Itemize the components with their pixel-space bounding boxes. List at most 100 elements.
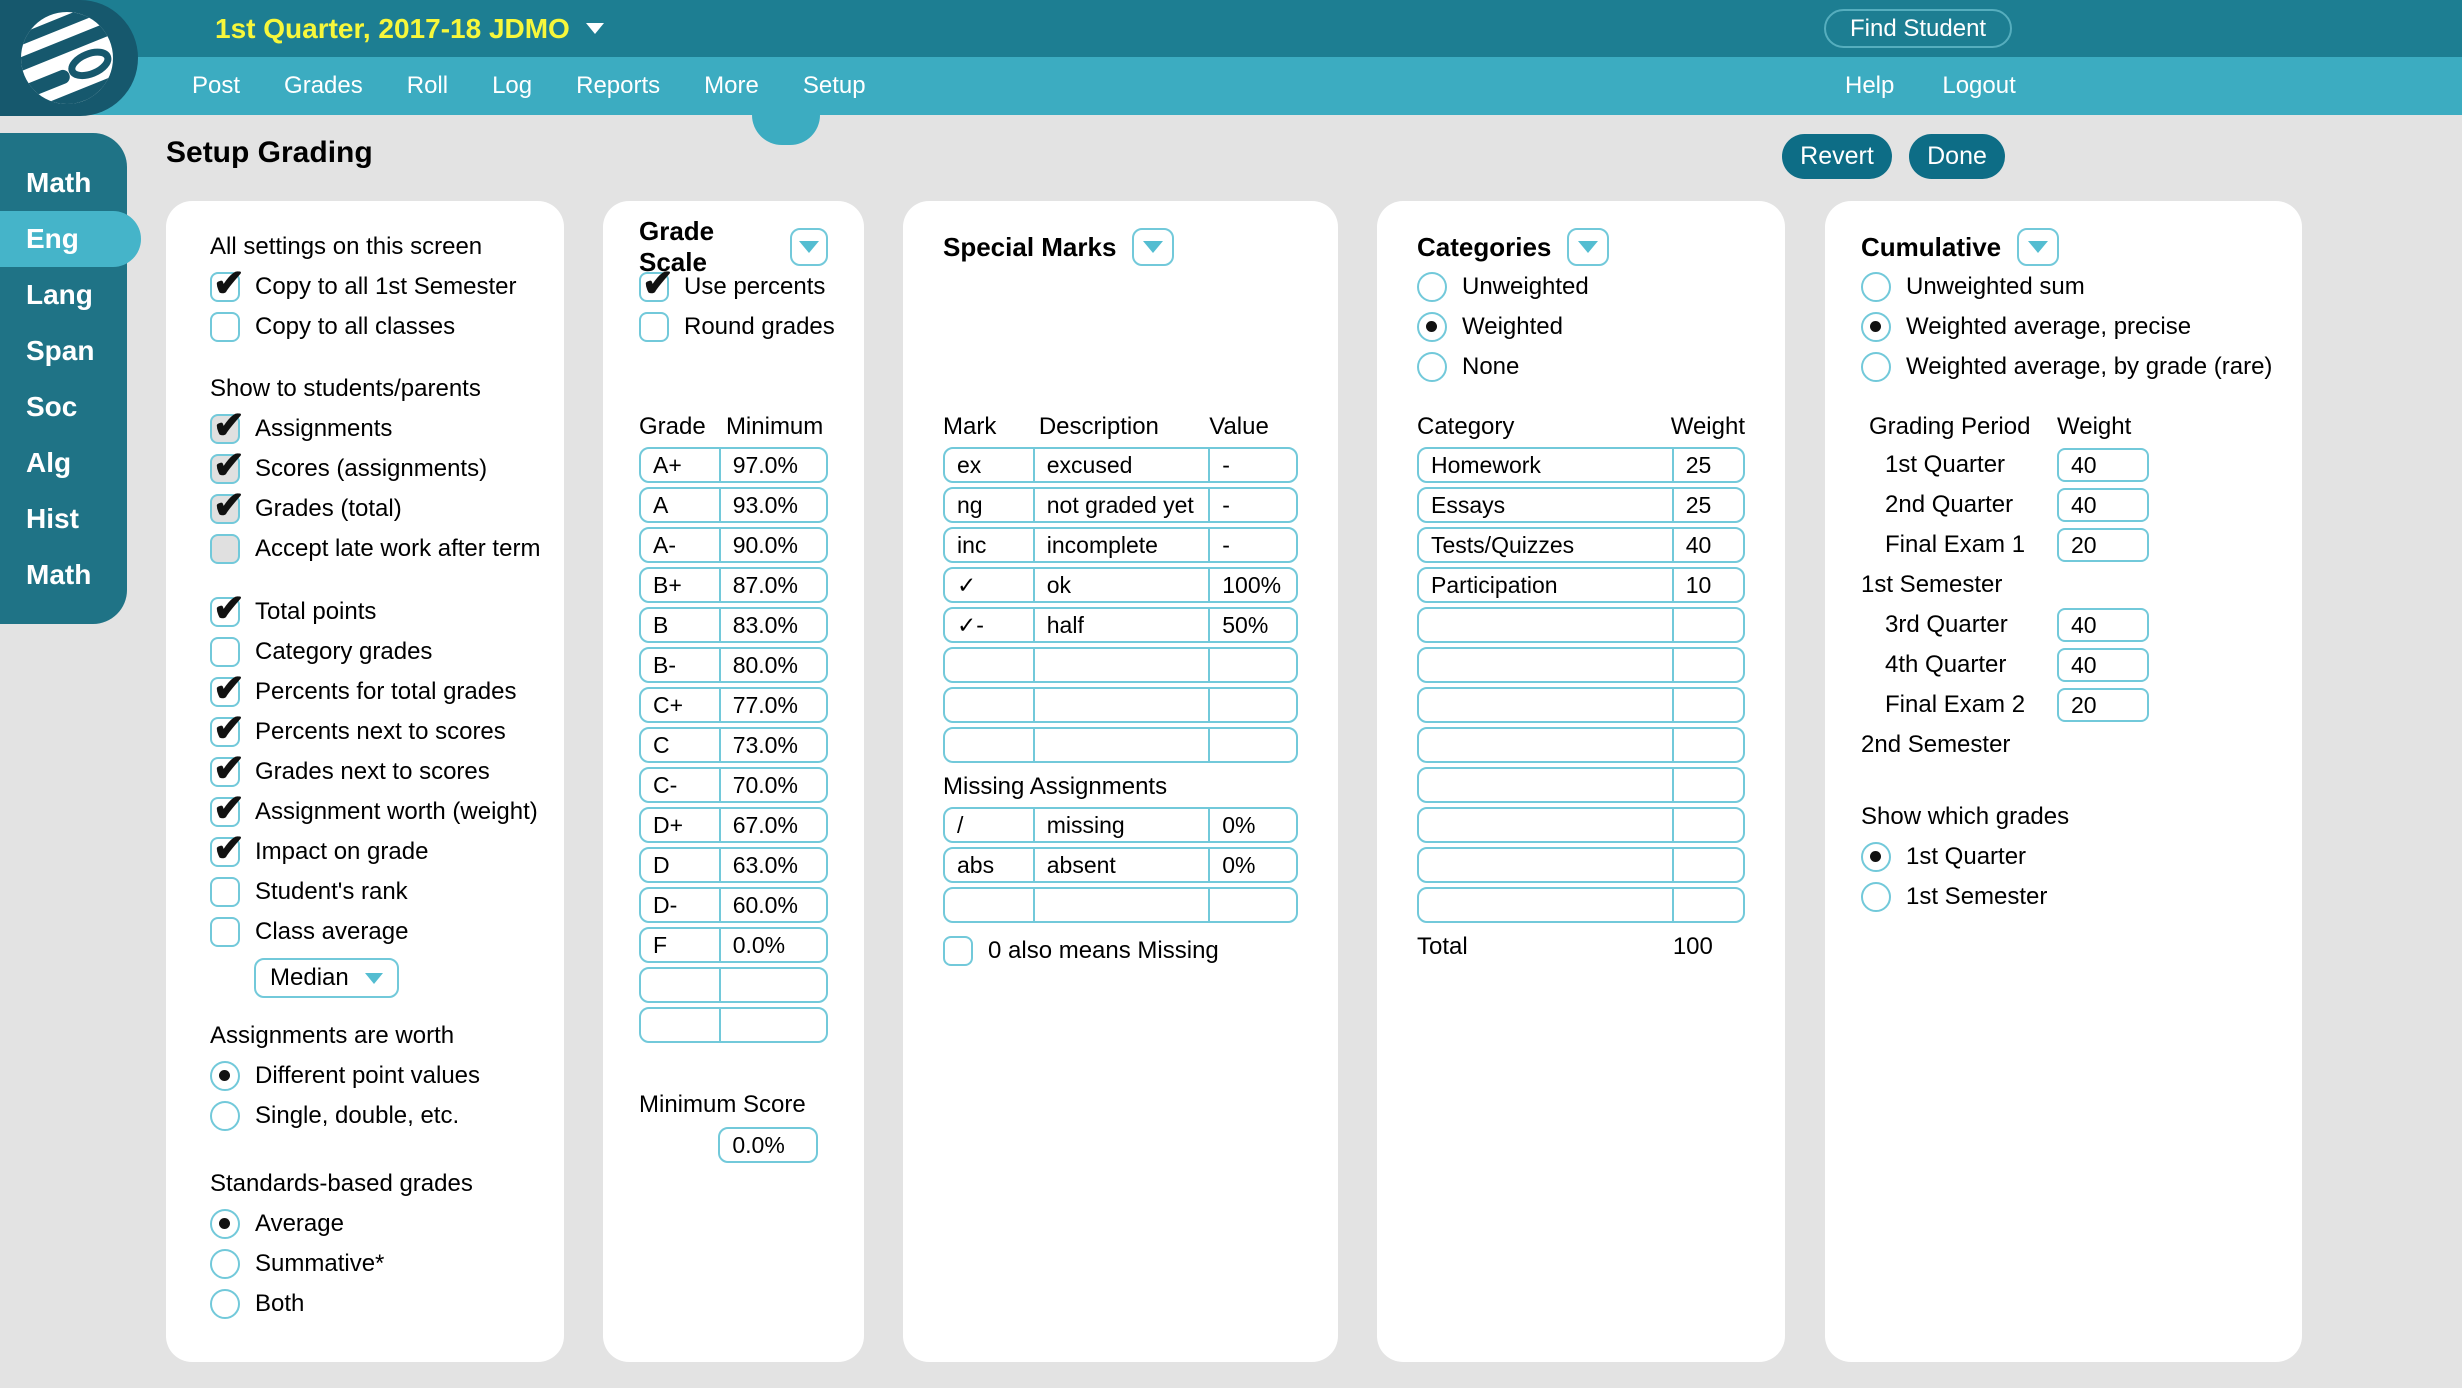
minimum-input[interactable]: 93.0% (718, 489, 826, 521)
weighted-radio[interactable] (1417, 312, 1447, 342)
mark-input[interactable]: ng (957, 491, 983, 518)
sidebar-item-eng[interactable]: Eng (0, 211, 141, 267)
mark-input[interactable]: ✓- (957, 611, 984, 638)
period-weight-input[interactable]: 40 (2057, 448, 2149, 482)
nav-item-roll[interactable]: Roll (406, 72, 449, 99)
description-input[interactable]: half (1032, 609, 1209, 641)
minimum-input[interactable]: 77.0% (718, 689, 826, 721)
show-1st-quarter-radio[interactable] (1861, 842, 1891, 872)
sidebar-item-math-2[interactable]: Math (26, 559, 92, 590)
description-input[interactable]: incomplete (1032, 529, 1209, 561)
minimum-input[interactable]: 0.0% (718, 929, 826, 961)
minimum-input[interactable]: 70.0% (718, 769, 826, 801)
nav-item-help[interactable]: Help (1845, 72, 1895, 99)
nav-item-logout[interactable]: Logout (1942, 72, 2016, 99)
mark-input[interactable] (945, 889, 1033, 921)
show-1st-semester-radio[interactable] (1861, 882, 1891, 912)
standards-summative-radio[interactable] (210, 1249, 240, 1279)
category-input[interactable] (1419, 889, 1672, 921)
value-input[interactable] (1208, 689, 1296, 721)
description-input[interactable] (1032, 889, 1209, 921)
class-selector[interactable]: 1st Quarter, 2017-18 JDMO (215, 0, 604, 57)
grade-input[interactable] (641, 969, 719, 1001)
use-percents-checkbox[interactable] (639, 261, 674, 306)
description-input[interactable]: missing (1032, 809, 1209, 841)
category-input[interactable] (1419, 849, 1672, 881)
grade-input[interactable] (641, 1009, 719, 1041)
grade-input[interactable]: B (653, 611, 669, 638)
weight-input[interactable] (1671, 849, 1743, 881)
category-input[interactable]: Participation (1431, 571, 1558, 598)
sidebar-item-span[interactable]: Span (26, 335, 95, 366)
category-input[interactable] (1419, 729, 1672, 761)
students-rank-checkbox[interactable] (210, 877, 240, 907)
description-input[interactable] (1032, 729, 1209, 761)
period-weight-input[interactable]: 40 (2057, 488, 2149, 522)
nav-item-setup[interactable]: Setup (802, 72, 866, 99)
find-student-button[interactable]: Find Student (1824, 9, 2013, 48)
minimum-score-input[interactable]: 0.0% (718, 1127, 819, 1163)
mark-input[interactable] (945, 689, 1033, 721)
nav-item-reports[interactable]: Reports (576, 72, 661, 99)
minimum-input[interactable]: 80.0% (718, 649, 826, 681)
mark-input[interactable]: ✓ (957, 571, 977, 598)
category-grades-checkbox[interactable] (210, 637, 240, 667)
weighted-precise-radio[interactable] (1861, 312, 1891, 342)
cumulative-menu-button[interactable] (2017, 228, 2060, 266)
minimum-input[interactable] (718, 969, 826, 1001)
grade-input[interactable]: D (653, 851, 670, 878)
description-input[interactable]: not graded yet (1032, 489, 1209, 521)
weight-input[interactable]: 40 (1671, 529, 1743, 561)
none-radio[interactable] (1417, 352, 1447, 382)
value-input[interactable]: 100% (1208, 569, 1296, 601)
value-input[interactable]: 0% (1208, 809, 1296, 841)
copy-semester-checkbox[interactable] (210, 261, 245, 306)
mark-input[interactable]: abs (957, 851, 995, 878)
average-type-dropdown[interactable]: Median (254, 958, 399, 998)
minimum-input[interactable]: 90.0% (718, 529, 826, 561)
standards-both-radio[interactable] (210, 1289, 240, 1319)
weighted-by-grade-radio[interactable] (1861, 352, 1891, 382)
mark-input[interactable]: / (957, 811, 964, 838)
grade-input[interactable]: A+ (653, 451, 682, 478)
grade-input[interactable]: C- (653, 771, 678, 798)
app-logo[interactable] (0, 0, 138, 117)
description-input[interactable]: ok (1032, 569, 1209, 601)
description-input[interactable]: excused (1032, 449, 1209, 481)
nav-item-post[interactable]: Post (192, 72, 241, 99)
zero-means-missing-checkbox[interactable] (943, 936, 973, 966)
weight-input[interactable] (1671, 649, 1743, 681)
sidebar-item-alg[interactable]: Alg (26, 447, 72, 478)
sidebar-item-soc[interactable]: Soc (26, 391, 78, 422)
sidebar-item-lang[interactable]: Lang (26, 279, 93, 310)
weight-input[interactable] (1671, 769, 1743, 801)
category-input[interactable] (1419, 689, 1672, 721)
value-input[interactable]: - (1208, 449, 1296, 481)
grade-scale-menu-button[interactable] (789, 228, 828, 266)
weight-input[interactable]: 25 (1671, 489, 1743, 521)
weight-input[interactable] (1671, 729, 1743, 761)
accept-late-checkbox[interactable] (210, 534, 240, 564)
value-input[interactable]: - (1208, 529, 1296, 561)
weight-input[interactable]: 10 (1671, 569, 1743, 601)
grade-input[interactable]: D- (653, 891, 678, 918)
period-weight-input[interactable]: 20 (2057, 688, 2149, 722)
minimum-input[interactable]: 60.0% (718, 889, 826, 921)
impact-grade-checkbox[interactable] (210, 826, 245, 871)
minimum-input[interactable] (718, 1009, 826, 1041)
mark-input[interactable] (945, 649, 1033, 681)
minimum-input[interactable]: 73.0% (718, 729, 826, 761)
percents-scores-checkbox[interactable] (210, 706, 245, 751)
sidebar-item-math-1[interactable]: Math (26, 167, 92, 198)
grade-input[interactable]: B+ (653, 571, 682, 598)
value-input[interactable]: 0% (1208, 849, 1296, 881)
percents-total-checkbox[interactable] (210, 666, 245, 711)
value-input[interactable]: - (1208, 489, 1296, 521)
category-input[interactable]: Essays (1431, 491, 1506, 518)
category-input[interactable] (1419, 769, 1672, 801)
description-input[interactable]: absent (1032, 849, 1209, 881)
weight-input[interactable] (1671, 809, 1743, 841)
category-input[interactable]: Homework (1431, 451, 1541, 478)
nav-item-more[interactable]: More (704, 72, 759, 99)
category-input[interactable] (1419, 809, 1672, 841)
